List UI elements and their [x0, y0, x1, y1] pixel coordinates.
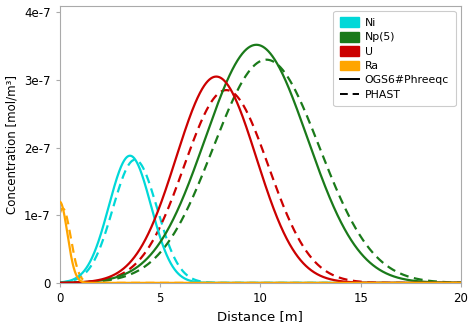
Legend: Ni, Np(5), U, Ra, OGS6#Phreeqc, PHAST: Ni, Np(5), U, Ra, OGS6#Phreeqc, PHAST	[333, 11, 456, 106]
Y-axis label: Concentration [mol/m³]: Concentration [mol/m³]	[6, 75, 18, 214]
X-axis label: Distance [m]: Distance [m]	[218, 311, 303, 323]
